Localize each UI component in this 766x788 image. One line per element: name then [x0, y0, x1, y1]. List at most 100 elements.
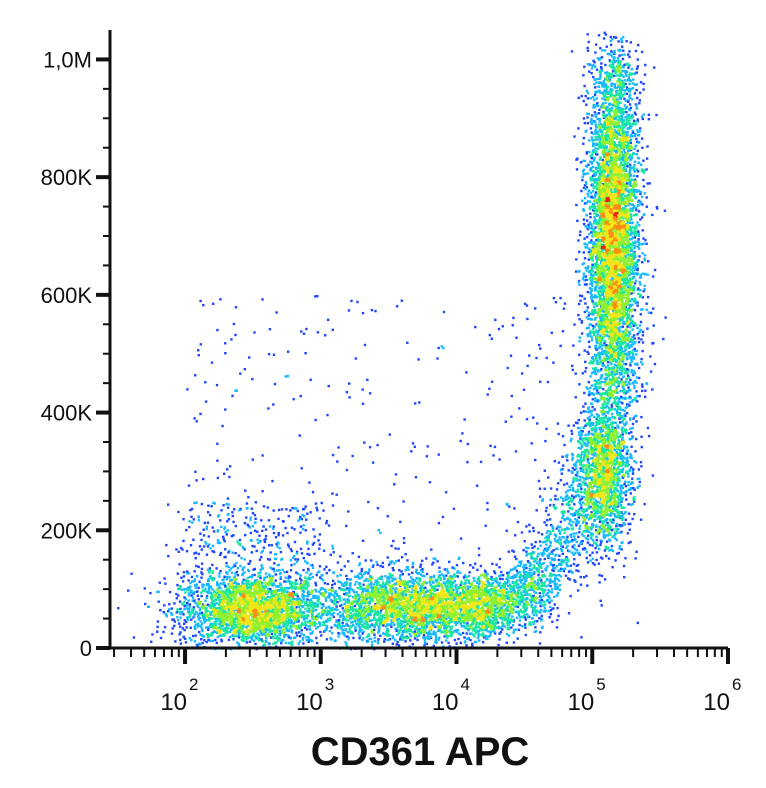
event-point	[381, 588, 384, 592]
event-point	[245, 636, 249, 639]
event-point	[438, 621, 441, 624]
event-point	[434, 584, 437, 588]
event-point	[200, 622, 204, 625]
event-point	[334, 639, 337, 643]
event-point	[456, 575, 460, 578]
event-point	[483, 576, 486, 579]
event-point	[220, 617, 224, 620]
event-point	[209, 613, 213, 616]
event-point	[289, 622, 292, 625]
event-point	[297, 642, 300, 646]
event-point	[258, 619, 261, 622]
event-point	[219, 629, 223, 633]
event-point	[241, 613, 244, 616]
event-point	[473, 610, 476, 614]
event-point	[246, 576, 249, 580]
event-point	[306, 591, 310, 594]
event-point	[219, 606, 222, 609]
event-point	[340, 603, 343, 607]
event-point	[318, 590, 321, 593]
event-point	[243, 571, 246, 574]
event-point	[417, 627, 420, 631]
event-point	[376, 640, 379, 643]
event-point	[436, 621, 439, 624]
event-point	[370, 608, 373, 611]
event-point	[314, 584, 318, 587]
event-point	[445, 568, 449, 571]
event-point	[415, 591, 419, 594]
event-point	[211, 625, 214, 628]
event-point	[355, 591, 358, 594]
event-point	[393, 598, 397, 601]
event-point	[183, 628, 186, 632]
event-point	[256, 596, 260, 599]
event-point	[389, 602, 393, 605]
event-point	[295, 606, 298, 609]
event-point	[453, 602, 456, 606]
event-point	[231, 580, 234, 583]
event-point	[227, 590, 230, 594]
event-point	[278, 619, 281, 622]
event-point	[207, 604, 211, 607]
event-point	[390, 625, 393, 628]
event-point	[291, 612, 295, 615]
event-point	[428, 603, 432, 606]
event-point	[293, 609, 297, 612]
event-point	[450, 575, 453, 578]
event-point	[223, 591, 226, 594]
event-point	[374, 610, 377, 614]
event-point	[534, 620, 537, 623]
event-point	[263, 585, 266, 588]
event-point	[409, 639, 412, 642]
event-point	[292, 603, 295, 606]
event-point	[280, 601, 283, 604]
event-point	[186, 607, 189, 610]
event-point	[361, 638, 364, 642]
event-point	[280, 621, 283, 625]
event-point	[237, 598, 240, 601]
event-point	[254, 626, 258, 630]
event-point	[420, 603, 423, 607]
event-point	[269, 619, 272, 623]
event-point	[283, 602, 287, 605]
event-point	[341, 629, 344, 632]
event-point	[182, 613, 185, 616]
event-point	[382, 599, 385, 602]
event-point	[248, 620, 251, 624]
event-point	[315, 636, 318, 640]
event-point	[229, 605, 232, 608]
event-point	[398, 581, 402, 585]
event-point	[229, 618, 233, 621]
event-point	[149, 591, 152, 595]
event-point	[506, 620, 510, 623]
event-point	[453, 638, 457, 642]
event-point	[229, 590, 232, 593]
event-point	[348, 625, 352, 628]
event-point	[249, 601, 252, 604]
event-point	[245, 598, 248, 601]
event-point	[268, 605, 272, 609]
event-point	[226, 589, 229, 592]
event-point	[411, 566, 414, 569]
event-point	[341, 613, 344, 616]
event-point	[464, 626, 467, 630]
event-point	[219, 582, 223, 585]
event-point	[360, 585, 363, 589]
event-point	[397, 644, 401, 647]
event-point	[182, 588, 186, 591]
event-point	[190, 618, 193, 621]
event-point	[431, 606, 434, 609]
event-point	[144, 602, 147, 606]
event-point	[476, 629, 479, 633]
event-point	[447, 582, 451, 585]
event-point	[437, 613, 440, 617]
event-point	[259, 574, 262, 577]
event-point	[240, 602, 244, 605]
event-point	[372, 599, 375, 603]
event-point	[483, 573, 487, 576]
event-point	[334, 599, 337, 603]
event-point	[404, 640, 407, 643]
event-point	[228, 600, 231, 604]
event-point	[196, 625, 200, 628]
event-point	[287, 587, 290, 590]
